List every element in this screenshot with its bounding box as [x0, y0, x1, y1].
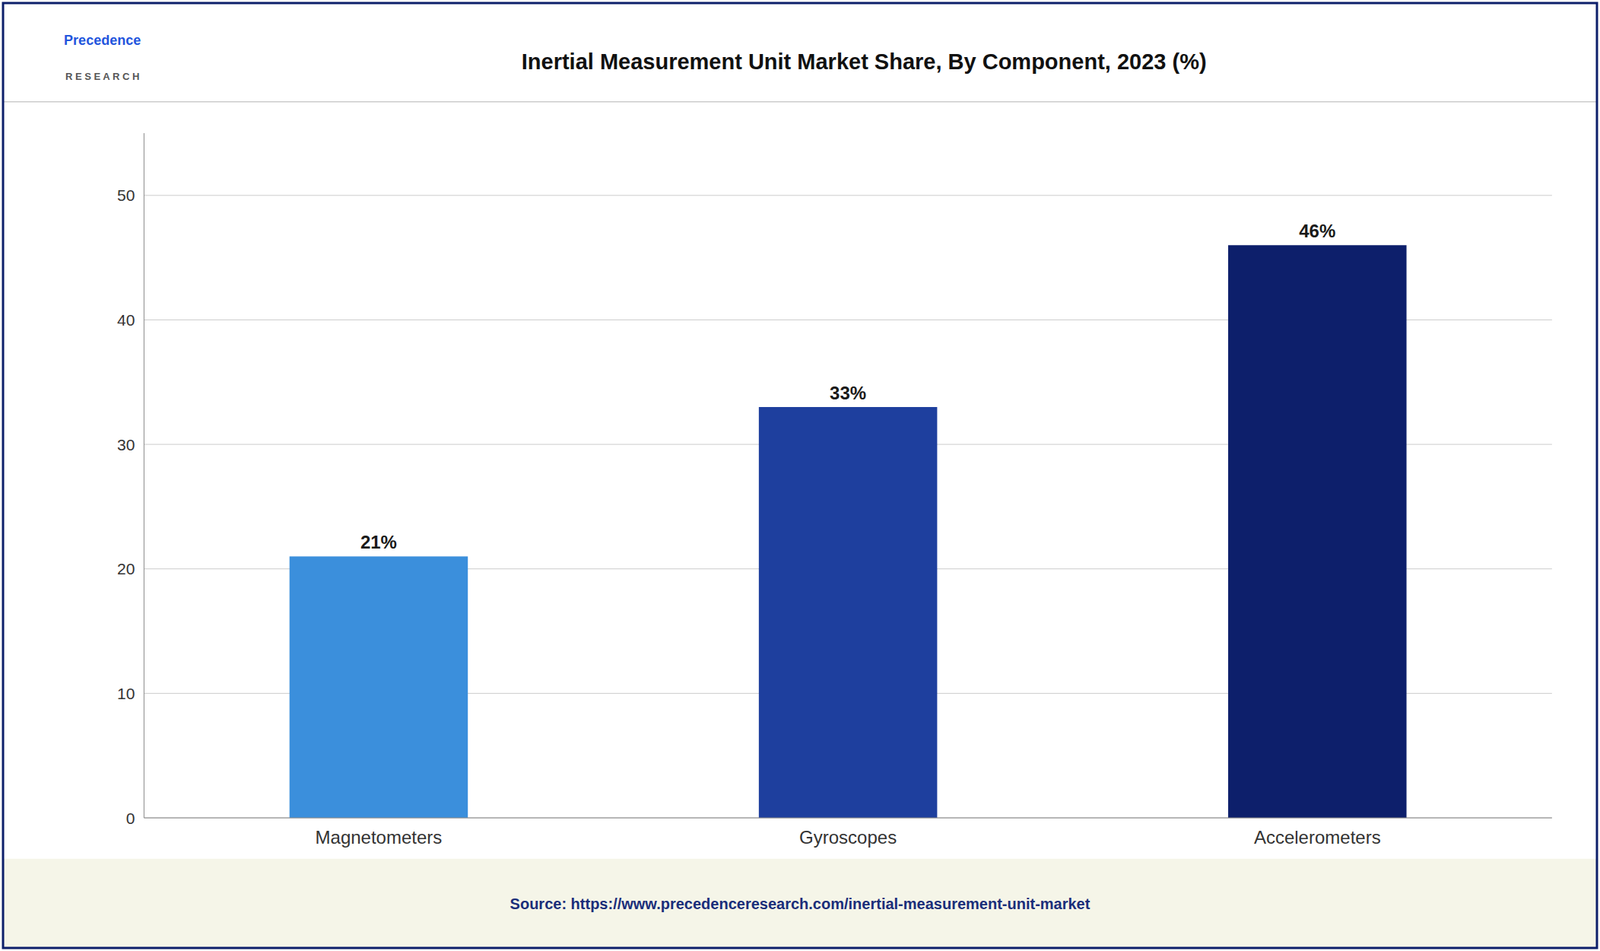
x-tick-label: Gyroscopes: [799, 826, 897, 848]
bar: [758, 406, 938, 818]
grid: [143, 195, 1553, 818]
x-axis: Magnetometers Gyroscopes Accelerometers: [315, 826, 1381, 848]
y-tick-label: 30: [117, 435, 135, 454]
bars: [289, 244, 1407, 818]
outer-border: [3, 3, 1597, 948]
logo-text: Precedence: [63, 32, 141, 48]
source-text: Source: https://www.precedenceresearch.c…: [510, 895, 1091, 912]
data-label: 46%: [1298, 220, 1336, 242]
x-tick-label: Magnetometers: [315, 826, 443, 848]
data-labels: 21% 33% 46%: [360, 220, 1336, 553]
bar: [289, 555, 469, 818]
x-tick-label: Accelerometers: [1253, 826, 1381, 848]
y-tick-label: 40: [117, 311, 135, 329]
grid-line: [143, 194, 1553, 196]
chart-container: Source: https://www.precedenceresearch.c…: [0, 0, 1600, 951]
logo-subtext: R E S E A R C H: [65, 70, 140, 83]
y-tick-label: 10: [117, 684, 135, 702]
y-tick-label: 20: [117, 559, 135, 578]
y-tick-label: 50: [117, 186, 135, 204]
data-label: 21%: [360, 531, 397, 553]
y-axis-line: [143, 133, 145, 818]
header-separator: [3, 101, 1597, 103]
footer-background: [3, 858, 1597, 950]
grid-line: [143, 817, 1553, 819]
y-tick-label: 0: [126, 809, 136, 827]
y-axis: 0 10 20 30 40 50: [117, 133, 144, 827]
background: [0, 0, 1600, 951]
x-axis-line: [143, 817, 1553, 819]
data-label: 33%: [829, 382, 867, 404]
bar: [1228, 244, 1407, 818]
chart-svg: Source: https://www.precedenceresearch.c…: [0, 0, 1600, 951]
chart-title: Inertial Measurement Unit Market Share, …: [521, 49, 1207, 74]
